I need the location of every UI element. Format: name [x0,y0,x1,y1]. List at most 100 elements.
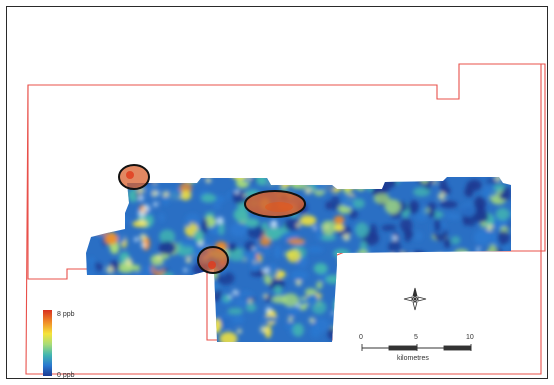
scale-unit-label: kilometres [397,355,429,362]
surface-highlight [364,177,371,185]
surface-highlight [508,280,511,288]
surface-cell [364,321,375,333]
surface-cell [343,186,351,194]
surface-cell [155,292,169,308]
anomaly-ellipse-northwest[interactable] [118,164,150,190]
surface-cell [90,338,105,342]
surface-cell [446,280,459,289]
surface-cell [120,292,135,300]
surface-cell [134,291,146,306]
surface-highlight [295,222,302,228]
surface-cell [158,313,165,324]
surface-highlight [278,177,284,180]
surface-cell [495,333,508,342]
surface-cell [494,309,502,323]
surface-highlight [349,295,357,303]
surface-cell [347,279,363,289]
surface-highlight [162,191,169,198]
surface-cell [133,264,141,272]
surface-cell [473,304,482,314]
surface-cell [345,265,362,275]
surface-cell [351,269,362,280]
surface-cell [244,218,260,227]
surface-cell [417,177,435,187]
surface-cell [86,181,96,189]
surface-cell [228,243,237,252]
surface-cell [131,309,147,321]
surface-cell [400,332,410,342]
surface-cell [90,311,97,319]
surface-highlight [481,318,490,327]
surface-cell [367,288,385,302]
surface-cell [354,177,367,191]
surface-cell [509,209,511,222]
surface-cell [161,195,171,206]
compass-rose-icon [403,287,427,311]
surface-highlight [485,251,491,257]
surface-cell [325,177,335,186]
surface-cell [456,305,470,317]
surface-highlight [106,265,114,274]
surface-cell [383,271,389,288]
surface-cell [444,303,461,312]
surface-cell [105,316,124,328]
surface-cell [298,298,306,306]
surface-cell [415,263,429,271]
surface-cell [487,282,503,289]
legend-min-label: 0 ppb [57,372,75,379]
surface-cell [256,177,267,186]
surface-cell [499,294,511,311]
surface-cell [450,236,461,245]
surface-cell [90,218,105,228]
surface-cell [394,324,408,338]
surface-cell [104,232,119,245]
surface-cell [427,326,443,334]
surface-cell [359,300,369,307]
surface-cell [330,196,341,211]
surface-highlight [234,189,240,195]
surface-highlight [236,328,242,334]
surface-cell [233,207,249,222]
surface-cell [164,302,176,313]
surface-cell [138,294,152,302]
surface-cell [423,298,439,314]
surface-highlight [338,272,343,277]
surface-highlight [457,317,464,324]
surface-cell [389,327,402,342]
surface-highlight [139,218,146,225]
surface-cell [386,285,404,293]
surface-cell [422,278,441,290]
surface-cell [369,223,378,240]
surface-highlight [458,301,464,307]
surface-cell [128,330,135,341]
surface-cell [286,249,301,263]
surface-cell [399,280,410,294]
surface-highlight [253,260,257,264]
surface-cell [445,256,453,267]
geochem-surface [86,177,511,342]
surface-cell [362,332,372,342]
surface-highlight [343,177,347,178]
surface-cell [187,317,205,327]
surface-cell [451,287,460,299]
surface-cell [495,207,510,221]
anomaly-ellipse-southwest[interactable] [197,246,229,274]
surface-cell [188,177,205,180]
surface-highlight [265,307,272,314]
surface-cell [201,218,208,234]
surface-cell [254,177,267,179]
surface-cell [296,177,311,183]
surface-cell [86,186,98,196]
surface-cell [473,211,489,223]
surface-highlight [435,253,443,261]
surface-cell [110,276,119,285]
surface-cell [86,309,90,321]
surface-cell [236,291,254,300]
surface-cell [144,265,154,275]
surface-cell [98,196,106,204]
surface-cell [118,306,132,323]
surface-highlight [437,192,446,200]
legend-max-label: 8 ppb [57,311,75,318]
surface-cell [403,287,421,294]
surface-cell [447,327,465,341]
